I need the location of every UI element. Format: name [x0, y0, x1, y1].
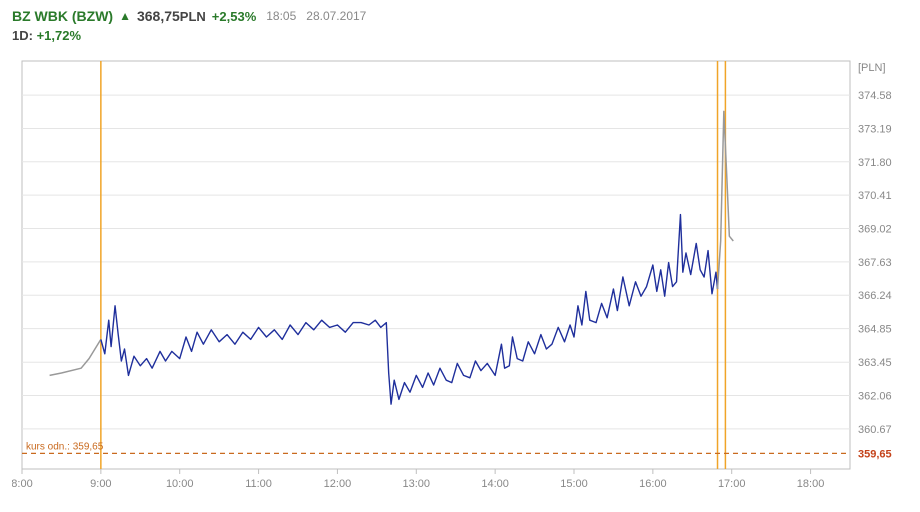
quote-time: 18:05: [266, 9, 296, 23]
last-price: 368,75: [137, 8, 180, 24]
quote-line-2: 1D: +1,72%: [12, 28, 908, 43]
svg-text:367.63: 367.63: [858, 257, 892, 269]
period-label: 1D:: [12, 28, 33, 43]
price-chart[interactable]: 359,65 360.67 362.06 363.45 364.85 366.24 367.…: [12, 55, 908, 507]
period-change: +1,72%: [37, 28, 81, 43]
svg-text:9:00: 9:00: [90, 478, 111, 490]
svg-text:14:00: 14:00: [481, 478, 509, 490]
currency: PLN: [180, 9, 206, 24]
svg-text:359,65: 359,65: [858, 448, 892, 460]
svg-text:18:00: 18:00: [797, 478, 825, 490]
svg-text:12:00: 12:00: [324, 478, 352, 490]
chart-svg: 359,65 360.67 362.06 363.45 364.85 366.24 367.…: [12, 55, 908, 507]
svg-text:364.85: 364.85: [858, 324, 892, 336]
svg-text:370.41: 370.41: [858, 190, 892, 202]
svg-text:363.45: 363.45: [858, 357, 892, 369]
svg-text:8:00: 8:00: [12, 478, 33, 490]
percent-change: +2,53%: [212, 9, 256, 24]
svg-text:366.24: 366.24: [858, 290, 892, 302]
svg-text:10:00: 10:00: [166, 478, 194, 490]
svg-text:373.19: 373.19: [858, 123, 892, 135]
svg-text:17:00: 17:00: [718, 478, 746, 490]
svg-text:kurs odn.: 359,65: kurs odn.: 359,65: [26, 441, 104, 452]
price-group: 368,75PLN: [137, 8, 206, 24]
svg-text:13:00: 13:00: [403, 478, 431, 490]
svg-text:11:00: 11:00: [245, 478, 272, 490]
svg-text:362.06: 362.06: [858, 391, 892, 403]
ticker-symbol[interactable]: BZ WBK (BZW): [12, 8, 113, 24]
quote-line-1: BZ WBK (BZW) ▲ 368,75PLN +2,53% 18:05 28…: [12, 8, 908, 24]
quote-header: BZ WBK (BZW) ▲ 368,75PLN +2,53% 18:05 28…: [0, 0, 920, 47]
arrow-up-icon: ▲: [119, 9, 131, 23]
svg-text:369.02: 369.02: [858, 224, 892, 236]
quote-date: 28.07.2017: [306, 9, 366, 23]
svg-text:371.80: 371.80: [858, 157, 892, 169]
svg-text:15:00: 15:00: [560, 478, 588, 490]
svg-text:[PLN]: [PLN]: [858, 62, 886, 74]
svg-text:16:00: 16:00: [639, 478, 667, 490]
svg-text:360.67: 360.67: [858, 424, 892, 436]
svg-text:374.58: 374.58: [858, 90, 892, 102]
